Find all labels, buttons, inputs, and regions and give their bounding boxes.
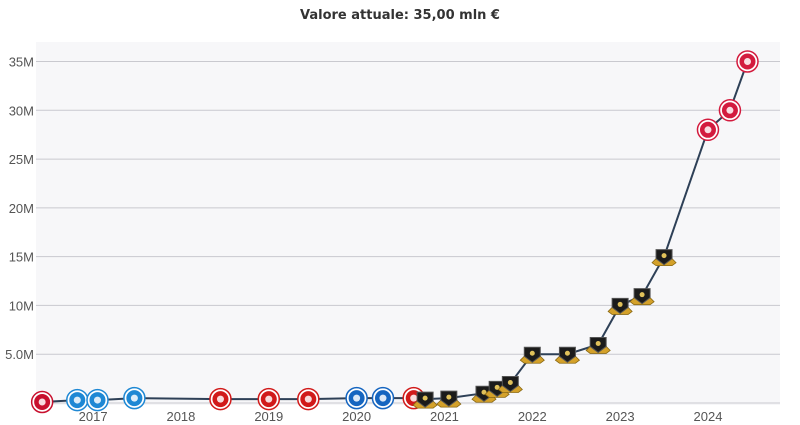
- data-point-club-e-crest[interactable]: [554, 346, 581, 364]
- x-tick-label: 2022: [518, 409, 547, 424]
- data-points: [30, 50, 759, 414]
- plot-background: [36, 42, 780, 405]
- data-point-club-e-crest[interactable]: [651, 249, 677, 267]
- data-point-club-e-crest[interactable]: [436, 390, 462, 408]
- y-tick-label: 15M: [9, 250, 34, 265]
- x-tick-label: 2021: [430, 409, 459, 424]
- y-axis: 5.0M 10M 15M 20M 25M 30M 35M: [5, 55, 34, 363]
- y-tick-label: 20M: [9, 201, 34, 216]
- data-point-club-e-crest[interactable]: [585, 336, 611, 354]
- y-tick-label: 35M: [9, 55, 34, 70]
- data-point-club-f-crest[interactable]: [718, 99, 742, 122]
- y-tick-label: 10M: [9, 298, 34, 313]
- data-point-club-e-crest[interactable]: [497, 375, 523, 393]
- x-tick-label: 2019: [254, 409, 283, 424]
- data-point-club-e-crest[interactable]: [629, 288, 655, 306]
- data-point-club-e-crest[interactable]: [519, 346, 545, 364]
- data-point-club-e-crest[interactable]: [412, 391, 438, 409]
- data-point-club-c-crest[interactable]: [209, 387, 232, 411]
- y-tick-label: 5.0M: [5, 347, 34, 362]
- data-point-club-b-crest[interactable]: [86, 388, 109, 412]
- x-tick-label: 2018: [166, 409, 195, 424]
- x-tick-label: 2020: [342, 409, 371, 424]
- data-point-club-f-crest[interactable]: [696, 118, 720, 142]
- x-tick-label: 2024: [694, 409, 723, 424]
- x-tick-label: 2023: [606, 409, 635, 424]
- data-point-club-c-crest[interactable]: [257, 387, 281, 411]
- data-point-club-c-crest[interactable]: [297, 387, 320, 411]
- data-point-club-f-crest[interactable]: [736, 50, 759, 73]
- data-point-club-e-crest[interactable]: [484, 380, 510, 398]
- y-tick-label: 30M: [9, 103, 34, 118]
- x-axis: 2017 2018 2019 2020 2021 2022 2023 2024: [36, 402, 780, 424]
- data-point-club-e-crest[interactable]: [607, 297, 633, 315]
- data-point-club-b-crest[interactable]: [66, 388, 89, 412]
- data-point-club-d-crest[interactable]: [371, 386, 395, 410]
- x-tick-label: 2017: [79, 409, 108, 424]
- data-point-club-a-crest[interactable]: [30, 390, 54, 414]
- chart-title: Valore attuale: 35,00 mln €: [300, 8, 500, 23]
- data-point-club-b-crest[interactable]: [123, 386, 146, 410]
- y-tick-label: 25M: [9, 152, 34, 167]
- data-point-club-d-crest[interactable]: [345, 386, 368, 410]
